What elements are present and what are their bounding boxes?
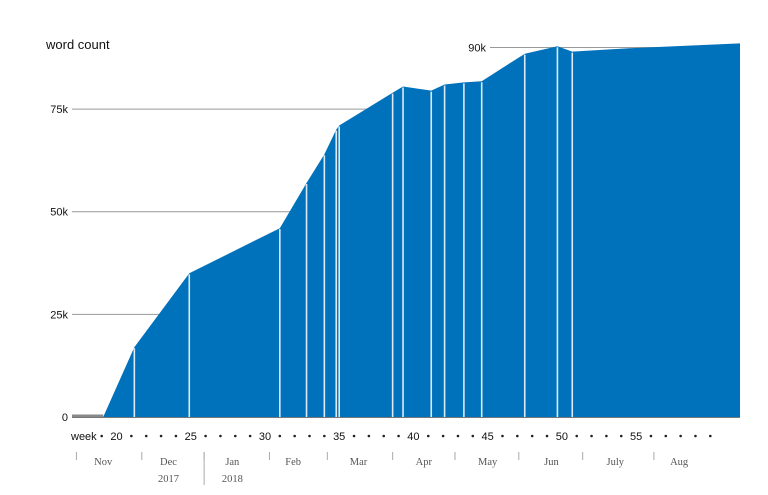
week-tick-label: 55	[630, 431, 642, 443]
y-tick-label: 0	[62, 412, 68, 424]
week-dot	[248, 434, 252, 438]
week-dot	[575, 434, 579, 438]
week-dot	[308, 434, 311, 438]
week-dot	[471, 434, 475, 438]
month-label: Aug	[670, 457, 689, 468]
week-dot	[130, 434, 133, 438]
week-tick-label: 20	[110, 431, 122, 443]
week-dot	[426, 434, 430, 438]
week-dot	[367, 434, 371, 438]
week-tick-label: 40	[407, 431, 419, 443]
week-dot	[619, 434, 623, 438]
y-tick-label: 90k	[468, 43, 486, 55]
week-tick-labels: 20 25 30 35 40 45 50 55	[100, 431, 712, 443]
week-dot	[605, 434, 608, 438]
week-dot	[516, 434, 519, 438]
month-label: Jun	[544, 457, 559, 468]
week-dot	[456, 434, 460, 438]
y-axis-tick-labels: 0 25k 50k 75k 90k	[50, 43, 486, 424]
week-tick-label: 50	[556, 431, 568, 443]
y-tick-label: 75k	[50, 104, 68, 116]
week-dot	[352, 434, 356, 438]
week-dot	[709, 434, 712, 438]
week-tick-label: 45	[482, 431, 494, 443]
week-dot	[323, 434, 326, 438]
week-dot	[501, 434, 504, 438]
month-labels: Nov Dec Jan Feb Mar Apr May Jun July Aug 2017 2018	[75, 452, 689, 485]
week-dot	[530, 434, 534, 438]
week-dot	[293, 434, 296, 438]
y-axis-title: word count	[45, 37, 110, 52]
month-label: Apr	[416, 457, 433, 468]
week-tick-label: 35	[333, 431, 345, 443]
week-dot	[397, 434, 400, 438]
x-axis-title: week	[70, 431, 97, 443]
week-dot	[100, 434, 103, 438]
month-label: May	[478, 457, 498, 468]
month-label: Nov	[94, 457, 113, 468]
month-label: Jan	[225, 457, 240, 468]
week-dot	[174, 434, 178, 438]
week-tick-label: 25	[185, 431, 197, 443]
week-dot	[649, 434, 653, 438]
year-label: 2017	[158, 474, 179, 485]
month-label: Feb	[285, 457, 301, 468]
week-dot	[590, 434, 593, 438]
week-dot	[694, 434, 697, 438]
week-dot	[664, 434, 668, 438]
month-label: Mar	[350, 457, 368, 468]
month-label: July	[607, 457, 625, 468]
month-label: Dec	[160, 457, 177, 468]
week-dot	[204, 434, 207, 438]
week-dot	[144, 434, 148, 438]
week-dot	[679, 434, 682, 438]
week-dot	[545, 434, 549, 438]
week-dot	[219, 434, 222, 438]
year-label: 2018	[222, 474, 243, 485]
week-dot	[278, 434, 282, 438]
week-dot	[441, 434, 445, 438]
week-dot	[233, 434, 237, 438]
week-tick-label: 30	[259, 431, 271, 443]
y-tick-label: 50k	[50, 207, 68, 219]
word-count-area	[72, 43, 740, 418]
week-dot	[382, 434, 386, 438]
week-dot	[159, 434, 163, 438]
y-tick-label: 25k	[50, 309, 68, 321]
entry-markers	[72, 47, 574, 418]
